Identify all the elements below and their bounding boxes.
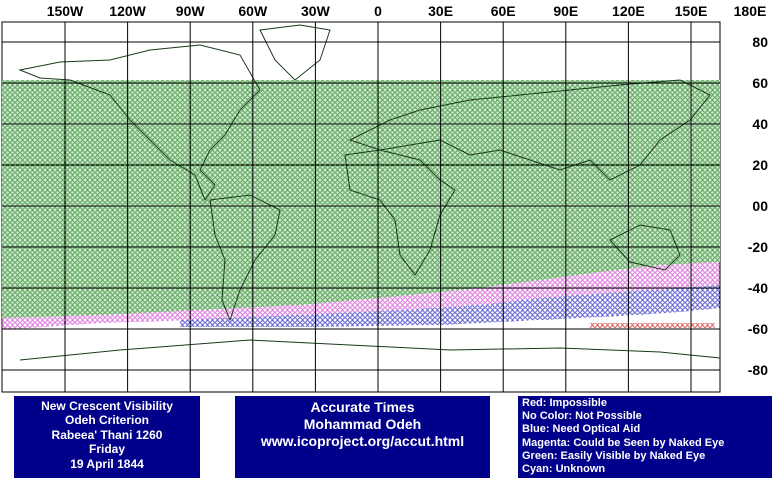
latitude-label: 80 <box>752 34 768 50</box>
red-zone <box>590 323 715 328</box>
longitude-label: 60W <box>238 3 268 19</box>
longitude-label: 180E <box>734 3 767 19</box>
coastlines <box>18 24 721 361</box>
grid <box>2 22 720 392</box>
legend-line: Green: Easily Visible by Naked Eye <box>522 449 706 462</box>
longitude-label: 60E <box>491 3 516 19</box>
latitude-label: -80 <box>748 362 768 378</box>
longitude-label: 120E <box>612 3 645 19</box>
latitude-label: -60 <box>748 321 768 337</box>
credit-line: Mohammad Odeh <box>303 415 422 432</box>
info-line: Friday <box>88 442 125 457</box>
credit-line: www.icoproject.org/accut.html <box>260 432 465 449</box>
info-line: New Crescent Visibility <box>41 399 173 413</box>
latitude-label: 20 <box>752 157 768 173</box>
longitude-label: 150E <box>675 3 708 19</box>
longitude-label: 120W <box>109 3 146 19</box>
legend-line: Red: Impossible <box>522 397 607 409</box>
legend-box: Red: Impossible No Color: Not Possible Blu… <box>518 396 772 478</box>
longitude-label: 30W <box>301 3 331 19</box>
latitude-label: 00 <box>752 198 768 214</box>
info-line: 19 April 1844 <box>70 456 144 471</box>
longitude-label: 30E <box>428 3 453 19</box>
latitude-label: 40 <box>752 116 768 132</box>
longitude-label: 90E <box>553 3 578 19</box>
map: 150W 120W 90W 60W 30W 0 30E 60E 90E 120E 150E 180E 8… <box>1 3 768 393</box>
longitude-label: 0 <box>374 3 382 19</box>
info-line: Odeh Criterion <box>64 413 149 428</box>
magenta-zone <box>2 262 720 330</box>
legend-line: Magenta: Could be Seen by Naked Eye <box>522 436 725 449</box>
legend-line: Blue: Need Optical Aid <box>522 423 641 436</box>
latitude-label: 60 <box>752 75 768 91</box>
legend-line: Cyan: Unknown <box>522 462 606 475</box>
legend-line: No Color: Not Possible <box>522 410 642 423</box>
green-zone-dots <box>2 80 720 318</box>
info-box: New Crescent Visibility Odeh Criterion Rab… <box>14 396 200 478</box>
longitude-label: 90W <box>176 3 206 19</box>
credit-line: Accurate Times <box>310 399 415 415</box>
latitude-label: -20 <box>748 239 768 255</box>
credit-box: Accurate Times Mohammad Odeh www.icoprojec… <box>235 396 490 478</box>
info-line: Rabeea' Thani 1260 <box>51 427 163 442</box>
latitude-label: -40 <box>748 280 768 296</box>
longitude-label: 150W <box>47 3 84 19</box>
